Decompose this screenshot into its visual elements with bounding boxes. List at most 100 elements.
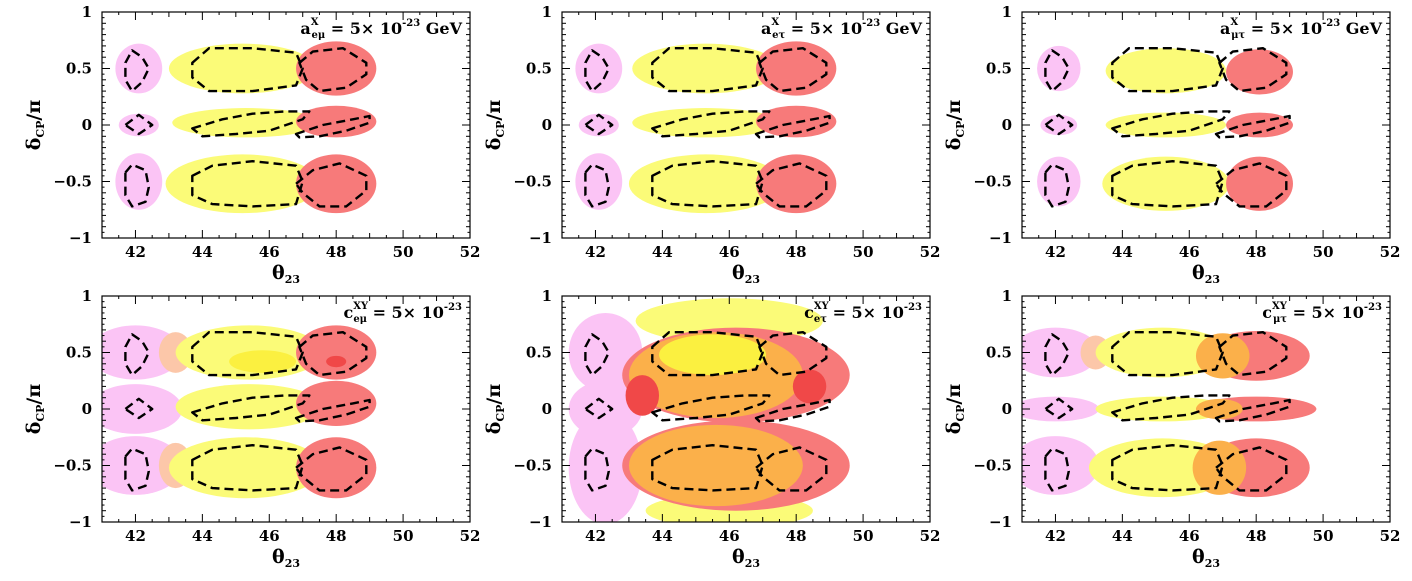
region-pink [102,384,183,434]
y-axis-label: δCP/π [23,384,47,435]
region-red [296,41,377,96]
x-tick-label: 44 [192,527,213,545]
x-tick-label: 44 [192,243,213,261]
x-tick-label: 50 [853,527,874,545]
contour-line [124,113,154,136]
contour-line [191,110,311,138]
contour-line [1218,331,1288,377]
y-tick-label: 0.5 [526,344,552,362]
parameter-annotation: cXY eμ = 5× 10-23 [344,301,462,325]
contour-line [294,114,371,139]
region-dark_red [625,375,660,416]
panel-6: 42 44 46 48 50 52 −1 −0.5 0 0.5 1 θ23 δCP/π cXY μτ = 5… [943,287,1400,570]
x-tick-label: 52 [1380,527,1401,545]
y-tick-label: 1 [1002,287,1012,305]
contour-line [294,398,371,423]
x-axis-label: θ23 [272,546,300,570]
y-tick-label: 0 [542,400,552,418]
region-yellow [172,108,320,138]
region-yellow [632,43,780,94]
x-axis-label: θ23 [732,546,760,570]
contour-line [584,49,610,93]
region-dark_red [326,355,347,368]
region-yellow [632,108,780,138]
y-tick-label: 0.5 [66,60,92,78]
contour-line [124,333,150,377]
y-tick-label: −1 [529,229,552,247]
region-pink [1022,396,1099,422]
x-tick-label: 46 [719,243,740,261]
x-tick-label: 50 [853,243,874,261]
y-tick-label: −1 [989,229,1012,247]
x-tick-label: 48 [1246,243,1267,261]
contour-line [1111,331,1224,377]
contour-line [1218,47,1288,93]
contour-line [1111,444,1224,492]
region-red [296,437,377,499]
panel-3: 42 44 46 48 50 52 −1 −0.5 0 0.5 1 θ23 δCP/π aX μτ = 5×… [943,3,1400,286]
y-tick-label: −0.5 [973,457,1012,475]
contour-line [1044,113,1074,136]
contour-line [1214,446,1288,492]
allowed-regions [102,325,377,499]
region-yellow [1095,396,1230,422]
contour-line [191,160,304,208]
contour-line [298,331,368,377]
x-tick-label: 46 [719,527,740,545]
x-tick-label: 42 [585,527,606,545]
region-pink [575,153,623,210]
y-tick-label: 0.5 [986,60,1012,78]
contour-line [1044,49,1070,93]
region-red [1226,156,1293,211]
region-yellow [175,384,323,430]
contour-line [1111,394,1231,422]
dashed-contours [1044,47,1291,208]
contour-line [651,394,771,422]
contour-line [651,110,771,138]
region-red [756,41,837,96]
contour-line [1111,160,1224,208]
y-tick-label: −1 [989,513,1012,531]
y-tick-label: −1 [69,513,92,531]
region-pink [575,43,623,94]
x-tick-label: 50 [393,243,414,261]
x-tick-label: 50 [1313,243,1334,261]
panel-2: 42 44 46 48 50 52 −1 −0.5 0 0.5 1 θ23 δCP/π aX eτ = 5×… [483,3,940,286]
contour-line [124,447,150,492]
y-tick-label: 0.5 [526,60,552,78]
x-tick-label: 42 [1045,527,1066,545]
x-tick-label: 44 [1112,527,1133,545]
y-tick-label: 0.5 [986,344,1012,362]
x-tick-label: 48 [786,527,807,545]
parameter-annotation: cXY eτ = 5× 10-23 [804,301,922,325]
dashed-contours [124,47,371,208]
contour-line [1214,398,1291,423]
x-axis-label: θ23 [272,262,300,286]
region-red [1226,49,1293,95]
y-tick-label: 1 [1002,3,1012,21]
x-tick-label: 44 [1112,243,1133,261]
x-tick-label: 48 [1246,527,1267,545]
contour-line [754,162,828,208]
x-tick-label: 52 [920,243,941,261]
contour-line [124,397,154,420]
contour-line [124,163,150,208]
region-red [296,380,377,426]
region-yellow [1095,327,1230,378]
y-axis-label: δCP/π [483,100,507,151]
x-tick-label: 48 [326,527,347,545]
region-orange [1195,333,1250,379]
region-bright_yellow [659,334,767,376]
y-axis-label: δCP/π [483,384,507,435]
contour-line [294,162,368,208]
y-tick-label: −0.5 [973,173,1012,191]
contour-line [754,398,831,423]
region-orange [628,424,803,507]
dashed-contours [124,331,371,492]
contour-line [651,47,764,93]
x-tick-label: 42 [125,527,146,545]
x-tick-label: 46 [1179,527,1200,545]
region-yellow [1105,112,1227,138]
region-pink [1037,156,1081,207]
contour-line [298,47,368,93]
